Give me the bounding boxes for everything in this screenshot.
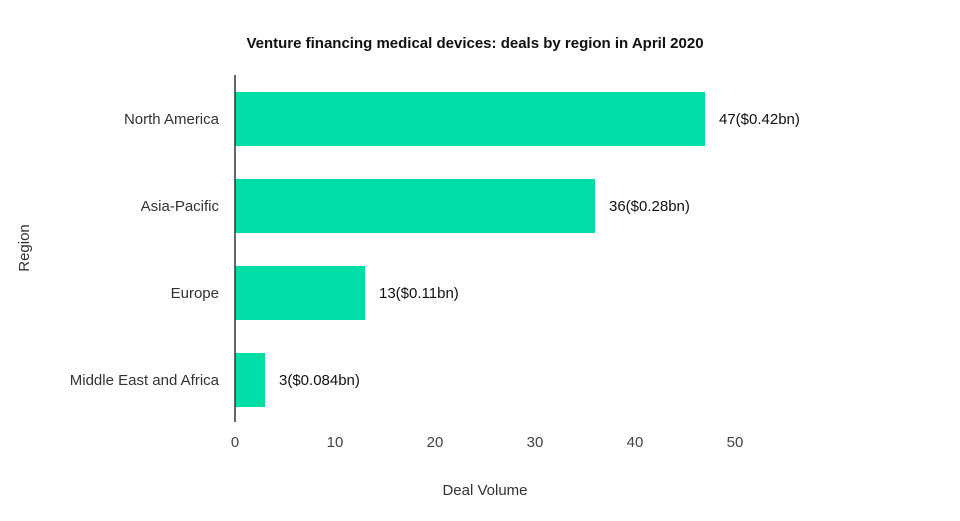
data-label: 13($0.11bn) (379, 285, 459, 302)
x-tick-label: 0 (231, 434, 239, 451)
x-tick-label: 30 (527, 434, 544, 451)
x-tick-label: 50 (727, 434, 744, 451)
category-labels-group: North America Asia-Pacific Europe Middle Ea… (70, 111, 220, 389)
x-tick-label: 40 (627, 434, 644, 451)
bar-middle-east-and-africa[interactable] (235, 353, 265, 407)
chart-title: Venture financing medical devices: deals… (246, 35, 703, 52)
data-label: 36($0.28bn) (609, 198, 690, 215)
x-tick-label: 10 (327, 434, 344, 451)
y-axis-title: Region (16, 224, 33, 272)
bar-north-america[interactable] (235, 92, 705, 146)
data-label: 3($0.084bn) (279, 372, 360, 389)
data-label: 47($0.42bn) (719, 111, 800, 128)
bars-group (235, 92, 705, 407)
bar-europe[interactable] (235, 266, 365, 320)
category-label: Europe (171, 285, 219, 302)
x-tick-label: 20 (427, 434, 444, 451)
data-labels-group: 47($0.42bn) 36($0.28bn) 13($0.11bn) 3($0.08… (279, 111, 800, 389)
category-label: North America (124, 111, 220, 128)
bar-asia-pacific[interactable] (235, 179, 595, 233)
category-label: Asia-Pacific (141, 198, 220, 215)
category-label: Middle East and Africa (70, 372, 220, 389)
x-ticks-group: 0 10 20 30 40 50 (231, 434, 744, 451)
x-axis-title: Deal Volume (442, 482, 527, 499)
